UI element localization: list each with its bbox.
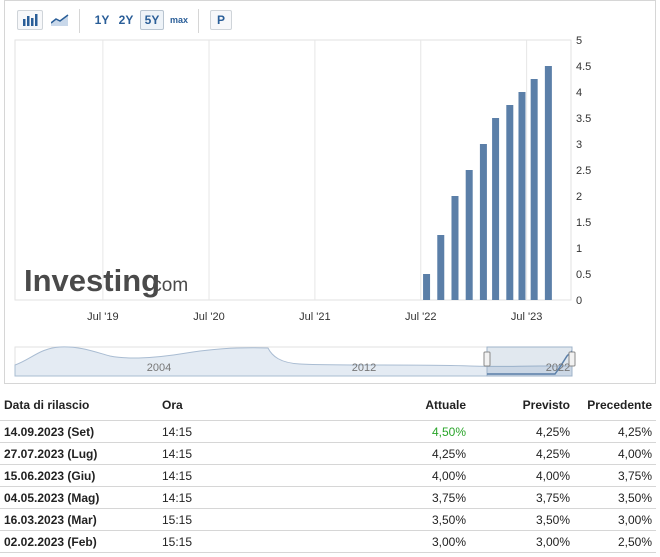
- logo-brand-text: Investing: [24, 263, 160, 298]
- date-cell: 27.07.2023 (Lug): [0, 442, 158, 465]
- y-tick-label: 3.5: [576, 113, 591, 125]
- col-header-time[interactable]: Ora: [162, 398, 183, 412]
- date-cell: 15.06.2023 (Giu): [0, 464, 158, 487]
- x-tick-label: Jul '22: [405, 311, 436, 323]
- x-tick-label: Jul '23: [511, 311, 542, 323]
- navigator-label: 2022: [546, 362, 570, 374]
- forecast-cell: 3,00%: [470, 530, 574, 553]
- toolbar-separator: [79, 9, 80, 33]
- y-tick-label: 3: [576, 139, 582, 151]
- range-2y-label: 2Y: [118, 13, 134, 27]
- table-header-row: Data di rilascio Ora Attuale Previsto Pr…: [0, 398, 656, 421]
- bar[interactable]: [506, 105, 514, 300]
- previous-cell: 3,75%: [574, 464, 656, 487]
- y-tick-label: 4: [576, 87, 582, 99]
- y-tick-label: 2.5: [576, 165, 591, 177]
- range-1y-label: 1Y: [94, 13, 110, 27]
- range-navigator[interactable]: 2004 2012 2022: [0, 0, 660, 384]
- y-tick-label: 0.5: [576, 269, 591, 281]
- y-tick-label: 2: [576, 191, 582, 203]
- area-chart-icon[interactable]: [47, 10, 73, 30]
- date-cell: 14.09.2023 (Set): [0, 420, 158, 443]
- bar[interactable]: [465, 170, 473, 300]
- range-5y-button[interactable]: 5Y: [140, 10, 164, 30]
- previous-cell: 3,50%: [574, 486, 656, 509]
- bar[interactable]: [437, 235, 445, 300]
- investing-logo: Investing .com: [24, 263, 188, 298]
- range-5y-label: 5Y: [144, 13, 160, 27]
- col-header-forecast[interactable]: Previsto: [522, 398, 570, 412]
- time-cell: 14:15: [158, 420, 316, 443]
- navigator-series: [14, 346, 573, 377]
- date-cell: 16.03.2023 (Mar): [0, 508, 158, 531]
- y-tick-label: 5: [576, 35, 582, 47]
- previous-cell: 2,50%: [574, 530, 656, 553]
- bar[interactable]: [451, 196, 459, 300]
- table-row[interactable]: 16.03.2023 (Mar) 15:15 3,50% 3,50% 3,00%: [0, 508, 656, 531]
- logo-suffix-text: .com: [147, 275, 188, 296]
- table-row[interactable]: 27.07.2023 (Lug) 14:15 4,25% 4,25% 4,00%: [0, 442, 656, 465]
- chart-plot: 0 0.5 1 1.5 2 2.5 3 3.5 4 4.5 5 Jul '19 Jul '20 Jul …: [14, 35, 591, 323]
- print-label: P: [216, 13, 225, 27]
- table-row[interactable]: 04.05.2023 (Mag) 14:15 3,75% 3,75% 3,50%: [0, 486, 656, 509]
- previous-cell: 4,25%: [574, 420, 656, 443]
- navigator-label: 2012: [352, 362, 376, 374]
- forecast-cell: 4,00%: [470, 464, 574, 487]
- bar[interactable]: [544, 66, 552, 300]
- range-2y-button[interactable]: 2Y: [115, 10, 137, 30]
- forecast-cell: 4,25%: [470, 442, 574, 465]
- range-1y-button[interactable]: 1Y: [91, 10, 113, 30]
- print-button[interactable]: P: [210, 10, 232, 30]
- table-row[interactable]: 02.02.2023 (Feb) 15:15 3,00% 3,00% 2,50%: [0, 530, 656, 553]
- bar[interactable]: [530, 79, 538, 300]
- actual-cell: 4,50%: [316, 420, 470, 443]
- bar[interactable]: [479, 144, 487, 300]
- x-tick-label: Jul '19: [87, 311, 118, 323]
- previous-cell: 3,00%: [574, 508, 656, 531]
- bar[interactable]: [492, 118, 500, 300]
- actual-cell: 4,00%: [316, 464, 470, 487]
- forecast-cell: 4,25%: [470, 420, 574, 443]
- actual-cell: 3,00%: [316, 530, 470, 553]
- bar[interactable]: [518, 92, 526, 300]
- y-tick-label: 1: [576, 243, 582, 255]
- actual-cell: 3,75%: [316, 486, 470, 509]
- navigator-left-handle[interactable]: [483, 351, 491, 367]
- time-cell: 15:15: [158, 530, 316, 553]
- actual-cell: 3,50%: [316, 508, 470, 531]
- plot-area: [14, 39, 572, 301]
- actual-cell: 4,25%: [316, 442, 470, 465]
- date-cell: 04.05.2023 (Mag): [0, 486, 158, 509]
- range-max-button[interactable]: max: [166, 10, 192, 30]
- table-row[interactable]: 14.09.2023 (Set) 14:15 4,50% 4,25% 4,25%: [0, 420, 656, 443]
- y-tick-label: 4.5: [576, 61, 591, 73]
- previous-cell: 4,00%: [574, 442, 656, 465]
- y-tick-label: 1.5: [576, 217, 591, 229]
- release-table: Data di rilascio Ora Attuale Previsto Pr…: [0, 398, 656, 553]
- col-header-actual[interactable]: Attuale: [425, 398, 466, 412]
- forecast-cell: 3,50%: [470, 508, 574, 531]
- navigator-label: 2004: [147, 362, 171, 374]
- time-cell: 14:15: [158, 442, 316, 465]
- toolbar-separator: [198, 9, 199, 33]
- time-cell: 14:15: [158, 486, 316, 509]
- forecast-cell: 3,75%: [470, 486, 574, 509]
- col-header-previous[interactable]: Precedente: [587, 398, 652, 412]
- range-max-label: max: [169, 15, 188, 25]
- x-tick-label: Jul '20: [193, 311, 224, 323]
- bar[interactable]: [423, 274, 431, 300]
- navigator-right-handle[interactable]: [568, 351, 576, 367]
- col-header-date[interactable]: Data di rilascio: [4, 398, 90, 412]
- time-cell: 15:15: [158, 508, 316, 531]
- date-cell: 02.02.2023 (Feb): [0, 530, 158, 553]
- time-cell: 14:15: [158, 464, 316, 487]
- bar-chart-icon[interactable]: [17, 10, 43, 30]
- y-tick-label: 0: [576, 295, 582, 307]
- x-tick-label: Jul '21: [299, 311, 330, 323]
- table-row[interactable]: 15.06.2023 (Giu) 14:15 4,00% 4,00% 3,75%: [0, 464, 656, 487]
